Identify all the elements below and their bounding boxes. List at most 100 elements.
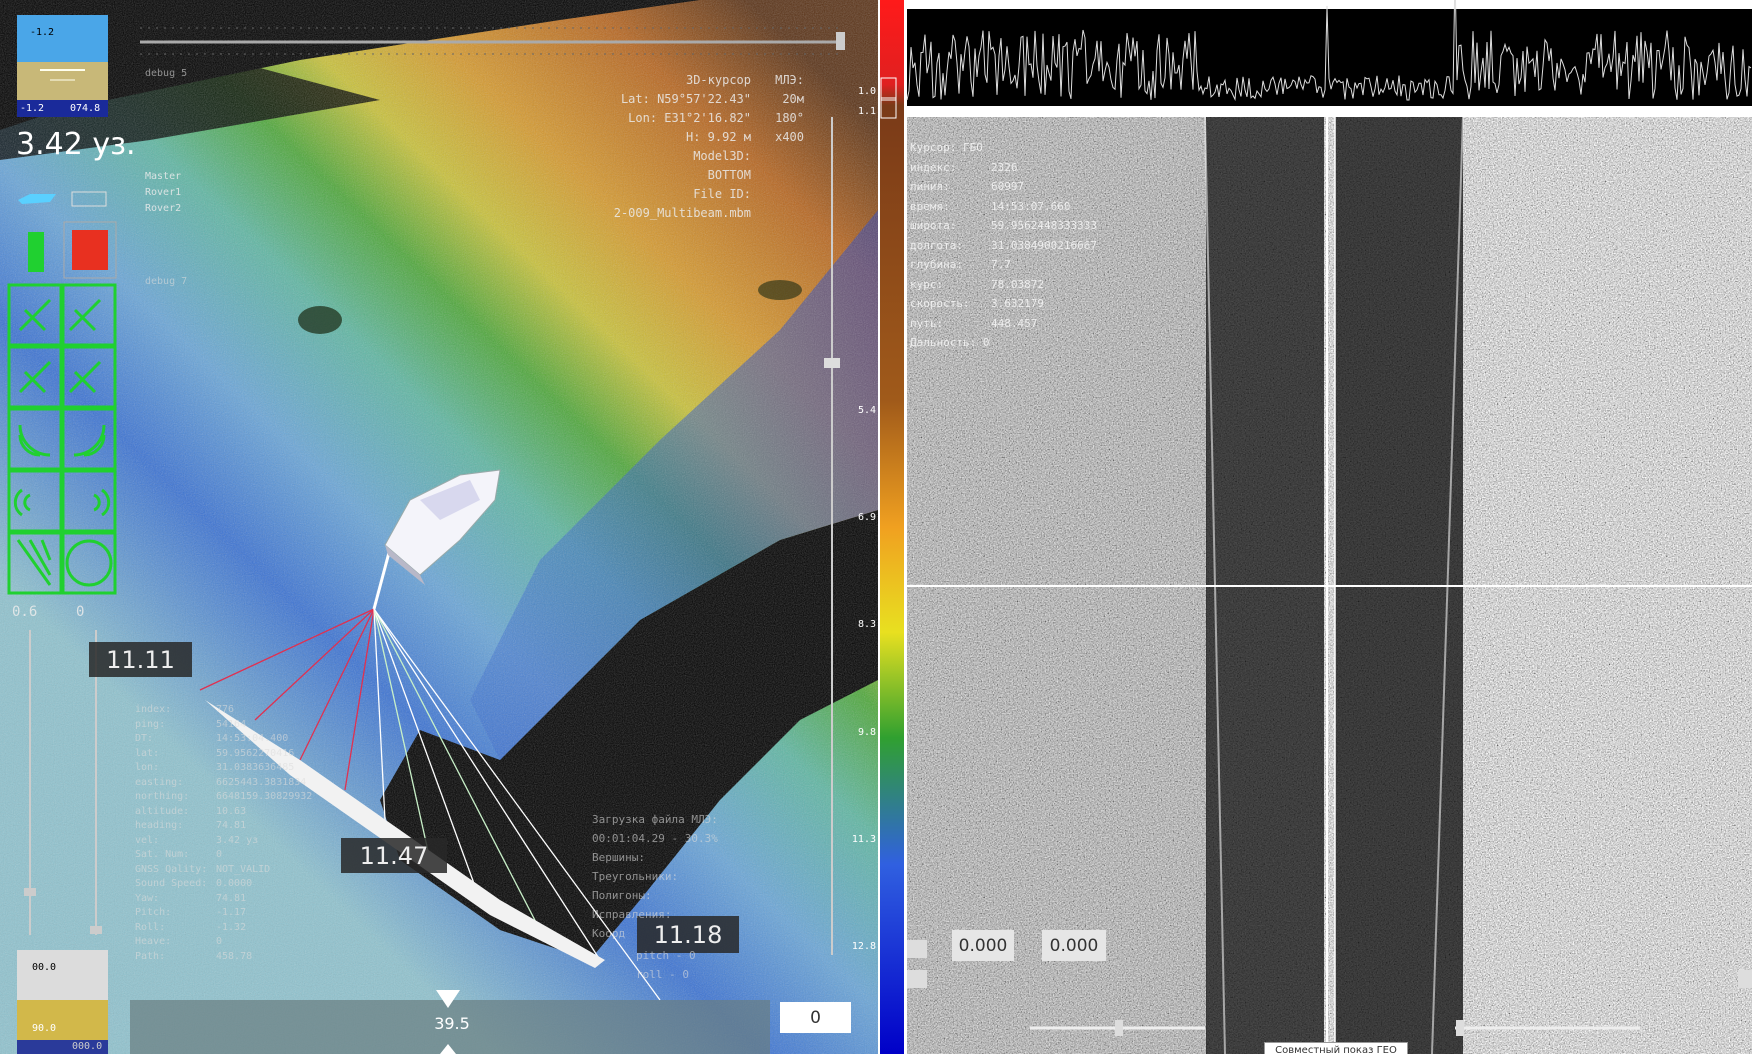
gauge-label: 0.6 (12, 605, 37, 619)
nav-value: 0 (216, 937, 222, 947)
nav-value: 6648159.30829932 (216, 792, 312, 802)
depth-scale-label: 1.1 (858, 107, 876, 117)
nav-key: heading: (135, 821, 183, 831)
nav-key: Heave: (135, 937, 171, 947)
nav-key: Path: (135, 952, 165, 962)
depth-slider-thumb[interactable] (824, 358, 840, 368)
nav-value: 776 (216, 705, 234, 715)
receiver: Rover1 (145, 188, 181, 198)
pitch-value: 90.0 (32, 1024, 56, 1034)
cursor-info-extra: МЛЭ: (775, 74, 804, 86)
nav-value: 74.81 (216, 821, 246, 831)
nav-value: NOT_VALID (216, 865, 270, 875)
nav-value: 0.0000 (216, 879, 252, 889)
nav-value: 458.78 (216, 952, 252, 962)
nav-key: Yaw: (135, 894, 159, 904)
cursor-info: File ID: (693, 188, 751, 200)
depth-scale-label: 8.3 (858, 620, 876, 630)
decor-rect (72, 230, 108, 270)
nav-value: 59.9562270416 (216, 749, 294, 759)
cursor-info: BOTTOM (708, 169, 751, 181)
sonar-value: 14:53:07.660 (991, 201, 1070, 212)
pitch-value: -1.2 (20, 104, 44, 114)
loading-info: Вершины: (592, 852, 645, 863)
nav-value: 10.63 (216, 807, 246, 817)
nav-key: Sat. Num: (135, 850, 189, 860)
decor-rect (836, 32, 845, 50)
decor-ellipse (758, 280, 802, 300)
nav-key: GNSS Qality: (135, 865, 207, 875)
receiver: Master (145, 172, 181, 182)
sonar-key: Курсор: ГБО (910, 142, 983, 153)
depth-scale-label: 1.0 (858, 87, 876, 97)
sonar-value: 31.0384900216667 (991, 240, 1097, 251)
range-slider[interactable] (1115, 1020, 1123, 1036)
depth-label: 11.11 (89, 642, 192, 677)
nav-value: 6625443.3831834 (216, 778, 306, 788)
nav-key: vel: (135, 836, 159, 846)
cursor-info: Model3D: (693, 150, 751, 162)
depth-scale-label: 11.3 (852, 835, 876, 845)
nav-value: 54164 (216, 720, 246, 730)
cursor-info: H: 9.92 м (686, 131, 751, 143)
app: -1.2-1.2074.800.090.0000.03.42 уз.debug … (0, 0, 1752, 1054)
loading-info: Исправления: (592, 909, 671, 920)
sonar-value: 448.457 (991, 318, 1037, 329)
depth-scale-label: 6.9 (858, 513, 876, 523)
sonar-value: 7.7 (991, 259, 1011, 270)
range-slider[interactable] (1456, 1020, 1464, 1036)
heading-value: 074.8 (70, 104, 100, 114)
depth-scale-label: 5.4 (858, 406, 876, 416)
heading-input[interactable]: 0 (780, 1002, 851, 1033)
depth-scale-label: 12.8 (852, 942, 876, 952)
cursor-info: 2-009_Multibeam.mbm (614, 207, 751, 219)
nav-key: Sound Speed: (135, 879, 207, 889)
speed: 3.42 уз. (16, 130, 136, 160)
gauge-label: 0 (76, 605, 84, 619)
sonar-key: Дальность: 0 (910, 337, 989, 348)
decor-rect (90, 926, 102, 934)
heading-readout: 39.5 (434, 1016, 470, 1032)
nav-key: northing: (135, 792, 189, 802)
sonar-input[interactable]: 0.000 (952, 930, 1014, 961)
receiver: Rover2 (145, 204, 181, 214)
heading-value: 000.0 (72, 1042, 102, 1052)
sonar-key: время: (910, 201, 950, 212)
nav-value: -1.32 (216, 923, 246, 933)
nav-key: DT: (135, 734, 153, 744)
side-btn[interactable] (1738, 970, 1752, 988)
scene (0, 0, 1752, 1054)
body: -1.2-1.2074.800.090.0000.03.42 уз.debug … (0, 0, 1752, 1054)
loading-info: Полигоны: (592, 890, 652, 901)
nav-value: 0 (216, 850, 222, 860)
cursor-info-extra: x400 (775, 131, 804, 143)
roll-value: -1.2 (30, 28, 54, 38)
loading-info: 00:01:04.29 - 30.3% (592, 833, 718, 844)
depth-label: 11.47 (341, 838, 447, 873)
nav-key: lon: (135, 763, 159, 773)
depth-label: 11.18 (637, 916, 739, 953)
nav-key: ping: (135, 720, 165, 730)
sonar-key: скорость: (910, 298, 970, 309)
sonar-key: линия: (910, 181, 950, 192)
status-green[interactable] (28, 232, 44, 272)
motion-info: pitch - 0 (636, 950, 696, 961)
sonar-key: широта: (910, 220, 956, 231)
view-mode-dropdown[interactable]: Совместный показ ГЕО (1264, 1042, 1408, 1054)
cursor-info: Lat: N59°57'22.43" (621, 93, 751, 105)
cursor-info: Lon: E31°2'16.82" (628, 112, 751, 124)
sonar-input[interactable]: 0.000 (1042, 930, 1106, 961)
nav-value: 74.81 (216, 894, 246, 904)
nav-value: 31.0383636485 (216, 763, 294, 773)
sonar-value: 3.632179 (991, 298, 1044, 309)
cursor-info: 3D-курсор (686, 74, 751, 86)
side-btn[interactable] (907, 970, 927, 988)
roll-value: 00.0 (32, 963, 56, 973)
cursor-info-extra: 20м (782, 93, 804, 105)
decor-ellipse (298, 306, 342, 334)
sonar-key: индекс: (910, 162, 956, 173)
nav-key: index: (135, 705, 171, 715)
sonar-key: путь: (910, 318, 943, 329)
loading-info: Загрузка файла МЛЭ: (592, 814, 718, 825)
side-btn[interactable] (907, 940, 927, 958)
